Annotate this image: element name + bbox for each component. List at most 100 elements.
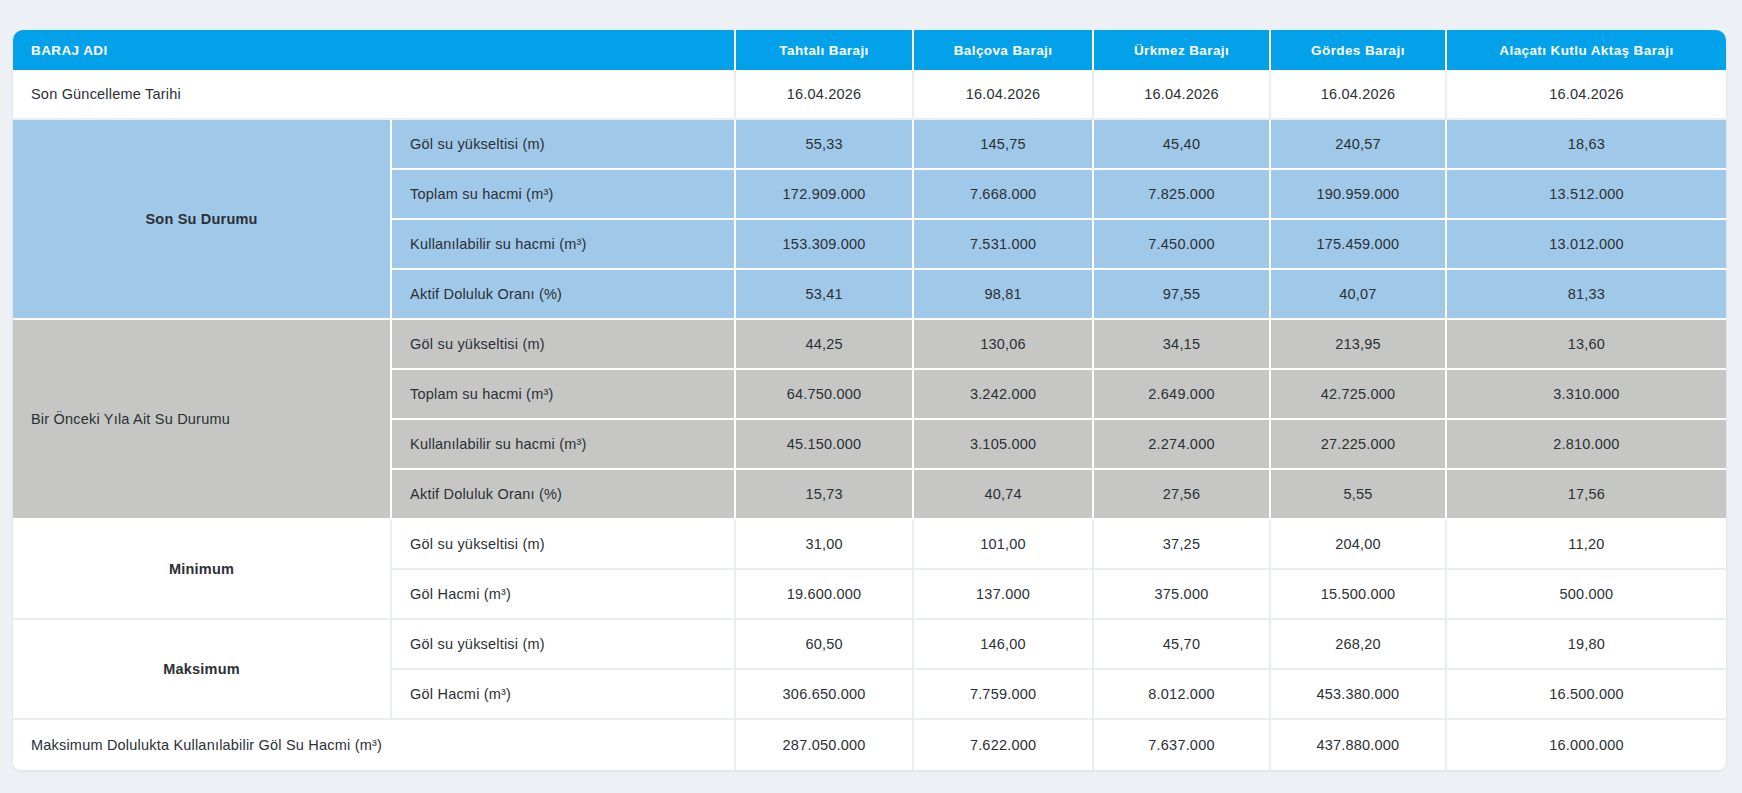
value-cell: 2.810.000 [1447, 420, 1726, 470]
footer-row: Maksimum Dolulukta Kullanılabilir Göl Su… [13, 720, 1726, 770]
value-cell: 7.668.000 [914, 170, 1094, 220]
value-cell: 27.225.000 [1271, 420, 1447, 470]
row-label: Aktif Doluluk Oranı (%) [392, 470, 736, 520]
value-cell: 268,20 [1271, 620, 1447, 670]
value-cell: 15.500.000 [1271, 570, 1447, 620]
value-cell: 7.825.000 [1094, 170, 1271, 220]
update-date-cell: 16.04.2026 [1271, 70, 1447, 120]
value-cell: 130,06 [914, 320, 1094, 370]
row-label: Göl Hacmi (m³) [392, 670, 736, 720]
value-cell: 19.600.000 [736, 570, 914, 620]
value-cell: 2.274.000 [1094, 420, 1271, 470]
value-cell: 172.909.000 [736, 170, 914, 220]
value-cell: 16.500.000 [1447, 670, 1726, 720]
dam-status-table: BARAJ ADI Tahtalı Barajı Balçova Barajı … [13, 30, 1726, 770]
value-cell: 55,33 [736, 120, 914, 170]
dam-status-table-grid: BARAJ ADI Tahtalı Barajı Balçova Barajı … [13, 30, 1726, 770]
row-label: Göl su yükseltisi (m) [392, 620, 736, 670]
update-date-cell: 16.04.2026 [914, 70, 1094, 120]
value-cell: 7.531.000 [914, 220, 1094, 270]
value-cell: 7.759.000 [914, 670, 1094, 720]
value-cell: 7.450.000 [1094, 220, 1271, 270]
value-cell: 8.012.000 [1094, 670, 1271, 720]
column-header-baraj-adi: BARAJ ADI [13, 30, 736, 70]
value-cell: 81,33 [1447, 270, 1726, 320]
header-row: BARAJ ADI Tahtalı Barajı Balçova Barajı … [13, 30, 1726, 70]
value-cell: 27,56 [1094, 470, 1271, 520]
value-cell: 40,74 [914, 470, 1094, 520]
column-header-gordes: Gördes Barajı [1271, 30, 1447, 70]
value-cell: 34,15 [1094, 320, 1271, 370]
value-cell: 3.105.000 [914, 420, 1094, 470]
row-label: Kullanılabilir su hacmi (m³) [392, 420, 736, 470]
value-cell: 42.725.000 [1271, 370, 1447, 420]
table-row: Minimum Göl su yükseltisi (m) 31,00 101,… [13, 520, 1726, 570]
row-label: Toplam su hacmi (m³) [392, 370, 736, 420]
row-label: Toplam su hacmi (m³) [392, 170, 736, 220]
value-cell: 16.000.000 [1447, 720, 1726, 770]
value-cell: 137.000 [914, 570, 1094, 620]
row-label: Göl Hacmi (m³) [392, 570, 736, 620]
value-cell: 7.637.000 [1094, 720, 1271, 770]
value-cell: 13,60 [1447, 320, 1726, 370]
value-cell: 153.309.000 [736, 220, 914, 270]
value-cell: 60,50 [736, 620, 914, 670]
value-cell: 31,00 [736, 520, 914, 570]
column-header-urkmez: Ürkmez Barajı [1094, 30, 1271, 70]
value-cell: 40,07 [1271, 270, 1447, 320]
value-cell: 287.050.000 [736, 720, 914, 770]
value-cell: 204,00 [1271, 520, 1447, 570]
row-label: Göl su yükseltisi (m) [392, 520, 736, 570]
update-date-cell: 16.04.2026 [1447, 70, 1726, 120]
table-row: Bir Önceki Yıla Ait Su Durumu Göl su yük… [13, 320, 1726, 370]
row-label: Göl su yükseltisi (m) [392, 120, 736, 170]
value-cell: 375.000 [1094, 570, 1271, 620]
value-cell: 45,40 [1094, 120, 1271, 170]
value-cell: 13.012.000 [1447, 220, 1726, 270]
section-label-son-su-durumu: Son Su Durumu [13, 120, 392, 320]
value-cell: 19,80 [1447, 620, 1726, 670]
value-cell: 175.459.000 [1271, 220, 1447, 270]
value-cell: 5,55 [1271, 470, 1447, 520]
value-cell: 3.310.000 [1447, 370, 1726, 420]
table-row: Maksimum Göl su yükseltisi (m) 60,50 146… [13, 620, 1726, 670]
section-label-onceki-yil: Bir Önceki Yıla Ait Su Durumu [13, 320, 392, 520]
value-cell: 3.242.000 [914, 370, 1094, 420]
value-cell: 240,57 [1271, 120, 1447, 170]
value-cell: 37,25 [1094, 520, 1271, 570]
update-date-cell: 16.04.2026 [1094, 70, 1271, 120]
section-label-minimum: Minimum [13, 520, 392, 620]
value-cell: 64.750.000 [736, 370, 914, 420]
value-cell: 11,20 [1447, 520, 1726, 570]
value-cell: 13.512.000 [1447, 170, 1726, 220]
update-date-row: Son Güncelleme Tarihi 16.04.2026 16.04.2… [13, 70, 1726, 120]
value-cell: 2.649.000 [1094, 370, 1271, 420]
value-cell: 98,81 [914, 270, 1094, 320]
row-label: Kullanılabilir su hacmi (m³) [392, 220, 736, 270]
value-cell: 44,25 [736, 320, 914, 370]
value-cell: 17,56 [1447, 470, 1726, 520]
value-cell: 437.880.000 [1271, 720, 1447, 770]
value-cell: 45.150.000 [736, 420, 914, 470]
value-cell: 453.380.000 [1271, 670, 1447, 720]
value-cell: 45,70 [1094, 620, 1271, 670]
column-header-alacati: Alaçatı Kutlu Aktaş Barajı [1447, 30, 1726, 70]
column-header-balcova: Balçova Barajı [914, 30, 1094, 70]
value-cell: 18,63 [1447, 120, 1726, 170]
value-cell: 500.000 [1447, 570, 1726, 620]
value-cell: 101,00 [914, 520, 1094, 570]
value-cell: 306.650.000 [736, 670, 914, 720]
value-cell: 15,73 [736, 470, 914, 520]
section-label-maksimum: Maksimum [13, 620, 392, 720]
value-cell: 53,41 [736, 270, 914, 320]
value-cell: 145,75 [914, 120, 1094, 170]
table-row: Son Su Durumu Göl su yükseltisi (m) 55,3… [13, 120, 1726, 170]
row-label-update-date: Son Güncelleme Tarihi [13, 70, 736, 120]
row-label: Aktif Doluluk Oranı (%) [392, 270, 736, 320]
update-date-cell: 16.04.2026 [736, 70, 914, 120]
value-cell: 190.959.000 [1271, 170, 1447, 220]
value-cell: 146,00 [914, 620, 1094, 670]
value-cell: 7.622.000 [914, 720, 1094, 770]
row-label: Göl su yükseltisi (m) [392, 320, 736, 370]
value-cell: 213,95 [1271, 320, 1447, 370]
